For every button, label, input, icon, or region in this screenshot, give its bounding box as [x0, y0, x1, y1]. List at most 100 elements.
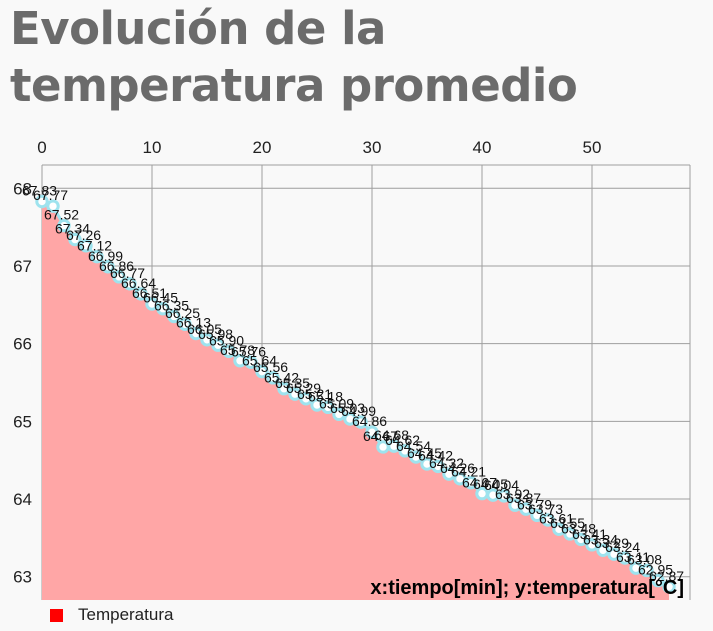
data-label: 65.18: [308, 388, 343, 404]
data-point: [90, 249, 104, 264]
data-label: 63.79: [517, 496, 552, 512]
data-label: 66.35: [154, 297, 189, 313]
data-point: [365, 425, 379, 439]
data-point: [167, 309, 181, 324]
data-label: 63.41: [572, 526, 607, 542]
data-label: 66.64: [121, 275, 156, 291]
data-point: [431, 459, 445, 474]
data-label: 65.09: [319, 395, 354, 411]
data-point: [585, 538, 599, 552]
data-label: 63.48: [561, 520, 596, 536]
data-label: 66.77: [110, 265, 145, 281]
data-point: [321, 400, 335, 415]
data-label: 64.45: [407, 445, 442, 461]
data-label: 67.34: [55, 221, 90, 237]
data-point: [101, 260, 115, 274]
data-point: [651, 573, 665, 588]
data-point: [277, 382, 291, 396]
chart-title: Evolución de la temperatura promedio: [10, 2, 578, 112]
data-label: 66.45: [143, 290, 178, 306]
data-point: [442, 467, 456, 481]
data-point: [497, 489, 511, 503]
data-label: 65.76: [231, 343, 266, 359]
data-label: 67.77: [33, 187, 68, 203]
data-point: [222, 344, 236, 359]
data-label: 63.55: [550, 515, 585, 531]
data-point: [354, 415, 368, 429]
data-label: 63.11: [616, 549, 650, 565]
data-point: [387, 439, 401, 453]
data-label: 63.73: [528, 501, 563, 517]
data-point: [607, 547, 621, 561]
data-point: [35, 194, 49, 209]
data-label: 64.99: [341, 403, 376, 419]
data-label: 63.92: [495, 486, 530, 502]
data-label: 63.87: [506, 490, 541, 506]
data-point: [145, 297, 159, 311]
data-label: 63.34: [583, 531, 618, 547]
data-label: 67.12: [77, 238, 112, 254]
data-point: [266, 371, 280, 385]
y-tick-label: 66: [13, 335, 32, 354]
data-point: [519, 502, 533, 516]
data-point: [662, 580, 676, 594]
y-tick-label: 64: [13, 490, 32, 509]
data-point: [640, 563, 654, 578]
data-label: 65.98: [198, 326, 233, 342]
data-point: [134, 287, 148, 301]
data-label: 64.04: [484, 477, 519, 493]
y-tick-label: 65: [13, 412, 32, 431]
data-label: 62.95: [638, 562, 673, 578]
x-tick-label: 10: [143, 138, 162, 157]
data-point: [530, 508, 544, 523]
data-point: [541, 513, 555, 527]
data-label: 66.99: [88, 248, 123, 264]
data-point: [57, 218, 71, 233]
data-point: [508, 498, 522, 512]
data-label: 63.29: [594, 535, 629, 551]
data-point: [332, 407, 346, 422]
x-tick-label: 30: [363, 138, 382, 157]
data-point: [200, 333, 214, 347]
x-tick-label: 40: [473, 138, 492, 157]
data-label: 64.67: [363, 428, 398, 444]
axis-ticks: 0 10 20 30 40 50 63 64 65 66 67 68: [13, 138, 601, 587]
x-tick-label: 20: [253, 138, 272, 157]
data-label: 65.56: [253, 359, 288, 375]
data-point: [79, 239, 93, 253]
data-label: 65.29: [286, 380, 321, 396]
y-tick-label: 67: [13, 257, 32, 276]
data-point: [464, 476, 478, 490]
legend-swatch: [50, 608, 63, 622]
data-label: 65.42: [264, 370, 299, 386]
data-label: 64.86: [352, 413, 387, 429]
data-label: 63.24: [605, 539, 640, 555]
data-point: [46, 199, 60, 213]
data-point: [244, 355, 258, 370]
data-point: [189, 326, 203, 341]
data-point: [409, 450, 423, 464]
x-tick-label: 0: [37, 138, 46, 157]
data-point: [299, 392, 313, 406]
data-label: 63.08: [627, 551, 662, 567]
data-point: [596, 543, 610, 557]
data-label: 66.05: [187, 321, 222, 337]
temperature-area: [42, 201, 669, 600]
data-label: 67.26: [66, 227, 101, 243]
data-point: [112, 270, 126, 284]
data-label: 64.21: [451, 464, 486, 480]
data-label: 67.52: [44, 207, 79, 223]
data-point: [618, 551, 632, 565]
data-label: 64.07: [462, 475, 497, 491]
data-point: [574, 532, 588, 547]
data-point: [156, 302, 170, 316]
legend: Temperatura: [50, 605, 173, 625]
data-label: 64.42: [418, 447, 453, 463]
y-tick-label: 68: [13, 179, 32, 198]
data-label: 65.64: [242, 353, 277, 369]
data-point: [123, 277, 137, 291]
data-points: [35, 194, 676, 594]
data-label: 65.78: [220, 342, 255, 358]
data-label: 66.25: [165, 305, 200, 321]
